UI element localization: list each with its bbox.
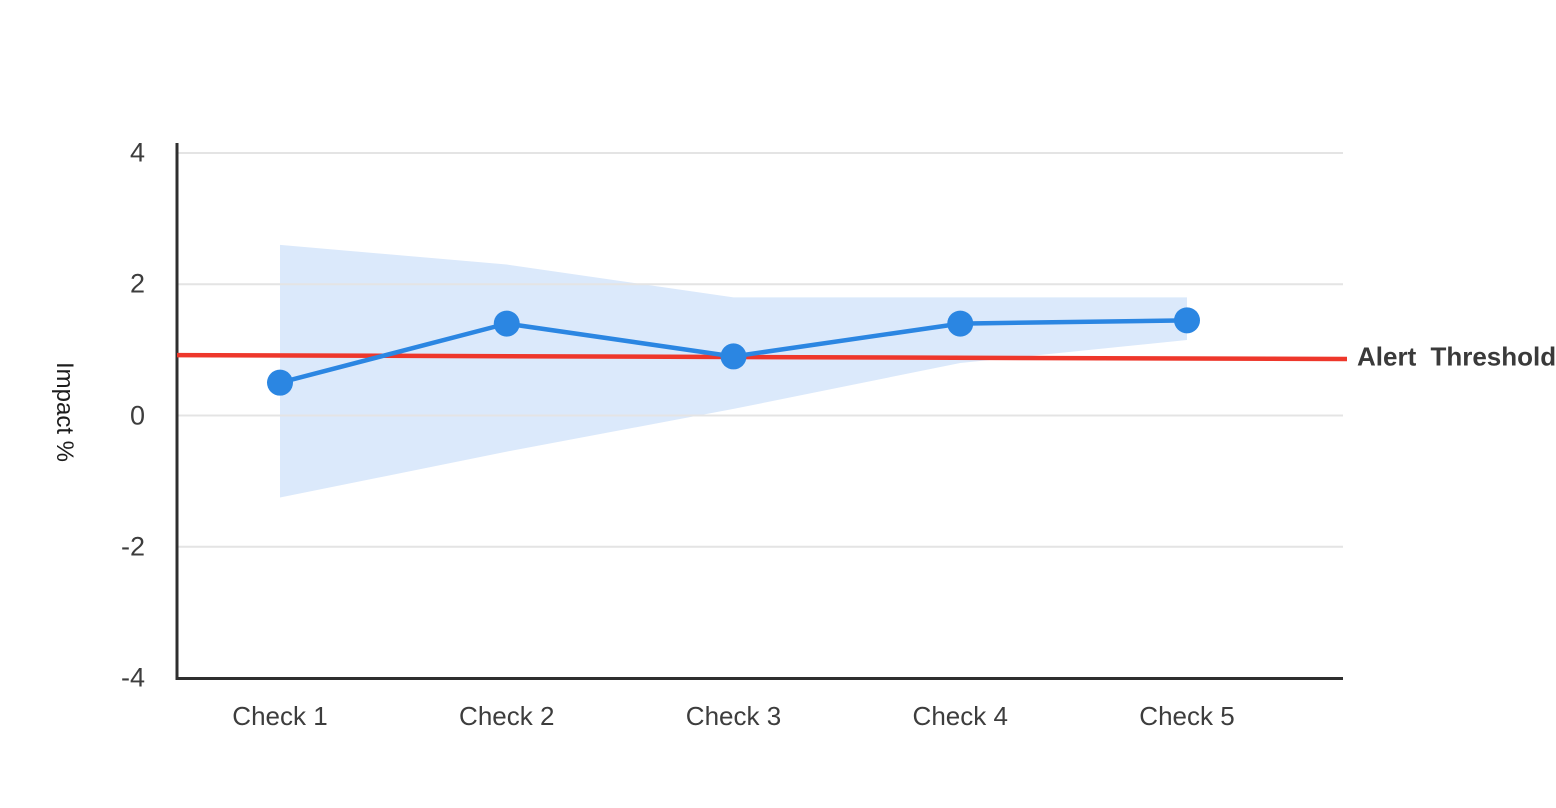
y-axis-title: Impact % <box>51 361 78 463</box>
y-tick-label: 0 <box>129 400 145 430</box>
confidence-band <box>280 244 1187 498</box>
data-point-marker <box>1174 307 1200 334</box>
data-point-marker <box>947 310 974 337</box>
data-point-marker <box>493 310 520 337</box>
y-tick-label: -2 <box>120 531 145 562</box>
alert-threshold-label: Alert Threshold <box>1357 341 1556 372</box>
alert-threshold-line <box>176 352 1348 362</box>
y-tick-label: 4 <box>129 137 145 168</box>
x-tick-label: Check 5 <box>1139 701 1235 731</box>
x-tick-label: Check 4 <box>912 701 1008 731</box>
x-tick-label: Check 2 <box>459 701 555 731</box>
x-tick-label: Check 3 <box>685 701 782 731</box>
data-point-marker <box>267 369 293 396</box>
y-tick-label: 2 <box>129 268 145 299</box>
y-tick-label: -4 <box>120 662 145 693</box>
data-point-marker <box>720 343 747 370</box>
x-tick-label: Check 1 <box>232 701 328 731</box>
